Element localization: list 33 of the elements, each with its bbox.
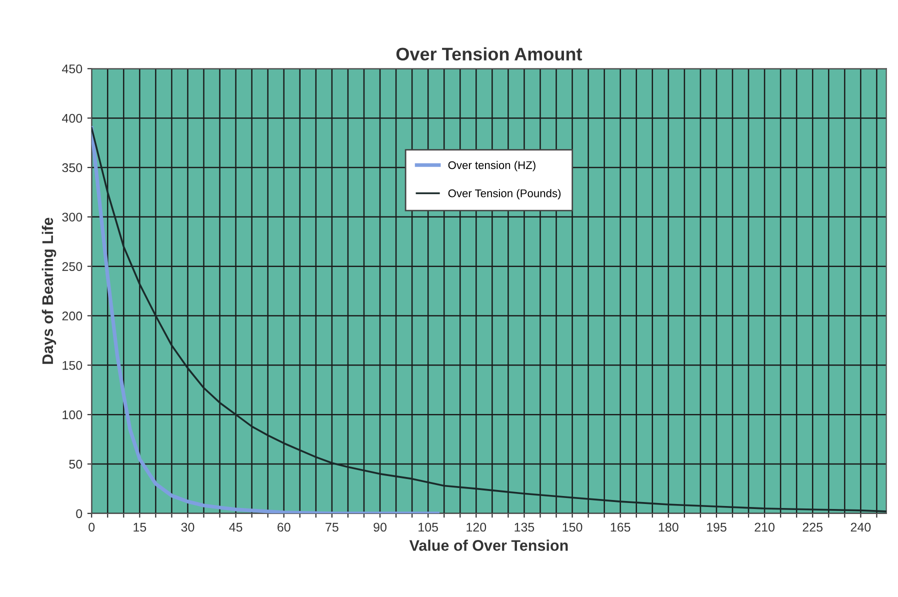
legend-label: Over Tension (Pounds) (448, 189, 561, 200)
legend-label: Over tension (HZ) (448, 160, 536, 172)
x-tick-label: 225 (802, 522, 823, 532)
y-tick-label: 250 (62, 262, 82, 271)
x-tick-label: 105 (418, 522, 438, 532)
x-tick-label: 90 (374, 522, 386, 532)
x-tick-label: 150 (562, 522, 582, 532)
x-tick-label: 60 (278, 522, 290, 532)
y-tick-label: 150 (62, 360, 82, 370)
y-axis-title: Days of Bearing Life (42, 218, 56, 364)
y-tick-label: 350 (62, 163, 82, 172)
x-tick-label: 165 (610, 522, 630, 532)
x-tick-label: 15 (134, 522, 146, 532)
x-tick-label: 210 (754, 522, 774, 532)
x-tick-label: 135 (514, 522, 534, 532)
y-tick-label: 100 (62, 410, 82, 420)
chart-title: Over Tension Amount (396, 47, 582, 60)
y-tick-label: 0 (76, 509, 82, 518)
y-tick-label: 300 (62, 212, 82, 222)
x-tick-label: 240 (850, 522, 871, 532)
x-axis-title: Value of Over Tension (409, 540, 568, 551)
x-tick-label: 180 (658, 522, 678, 532)
x-tick-label: 120 (466, 522, 486, 532)
x-tick-label: 45 (229, 522, 242, 532)
y-tick-label: 450 (62, 64, 82, 74)
line-series (92, 126, 440, 514)
x-tick-label: 195 (707, 522, 726, 532)
y-tick-label: 200 (62, 312, 82, 320)
x-tick-label: 30 (181, 522, 194, 532)
x-tick-label: 0 (88, 522, 95, 532)
y-tick-label: 50 (69, 460, 82, 469)
y-tick-label: 400 (62, 114, 82, 123)
x-tick-label: 75 (326, 522, 338, 532)
